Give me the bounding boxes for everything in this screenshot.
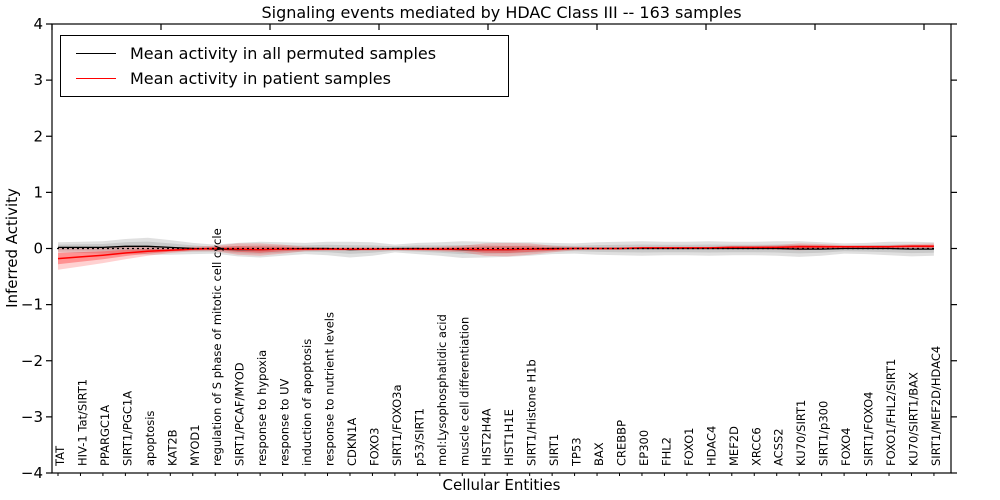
x-category-label: SIRT1/FOXO3a — [390, 384, 404, 466]
x-category-label: CREBBP — [615, 420, 629, 466]
x-category-label: KU70/SIRT1 — [794, 400, 808, 466]
x-category-label: FOXO1/FHL2/SIRT1 — [884, 359, 898, 466]
y-tick-label: −2 — [21, 352, 43, 370]
permuted-band-inner — [58, 241, 934, 255]
x-category-label: mol:Lysophosphatidic acid — [435, 314, 449, 466]
x-category-label: SIRT1/PCAF/MYOD — [233, 362, 247, 466]
y-tick-label: −1 — [21, 296, 43, 314]
legend-line-permuted-icon — [76, 53, 116, 54]
x-category-label: HIV-1 Tat/SIRT1 — [76, 379, 90, 466]
y-tick-label: 0 — [33, 240, 43, 258]
x-category-label: SIRT1/PGC1A — [120, 391, 134, 466]
y-tick-label: 4 — [33, 15, 43, 33]
legend-item-permuted: Mean activity in all permuted samples — [76, 44, 508, 63]
y-tick-label: −4 — [21, 464, 43, 482]
x-category-label: induction of apoptosis — [300, 339, 314, 466]
x-category-label: TAT — [53, 445, 67, 467]
x-category-label: XRCC6 — [749, 427, 763, 466]
legend: Mean activity in all permuted samples Me… — [60, 35, 509, 97]
x-category-label: FOXO3 — [367, 428, 381, 466]
legend-label-permuted: Mean activity in all permuted samples — [130, 44, 437, 63]
y-tick-label: 2 — [33, 127, 43, 145]
x-category-label: SIRT1/p300 — [817, 401, 831, 466]
x-category-label: FOXO1 — [682, 428, 696, 466]
permuted-band-outer — [58, 237, 934, 258]
x-category-label: HIST2H4A — [480, 408, 494, 466]
x-category-label: SIRT1/FOXO4 — [862, 391, 876, 466]
x-category-label: CDKN1A — [345, 418, 359, 466]
x-category-label: MEF2D — [727, 426, 741, 466]
x-category-label: HDAC4 — [704, 426, 718, 466]
x-category-label: SIRT1/MEF2D/HDAC4 — [929, 346, 943, 466]
x-category-label: MYOD1 — [188, 424, 202, 466]
x-category-label: BAX — [592, 442, 606, 466]
x-category-label: SIRT1 — [547, 434, 561, 466]
x-category-label: PPARGC1A — [98, 405, 112, 466]
x-category-label: p53/SIRT1 — [412, 408, 426, 466]
y-axis-label: Inferred Activity — [3, 188, 21, 308]
x-axis-label: Cellular Entities — [442, 476, 561, 494]
x-category-label: HIST1H1E — [502, 409, 516, 466]
x-category-label: response to UV — [278, 378, 292, 466]
x-category-label: TP53 — [570, 437, 584, 467]
y-tick-label: −3 — [21, 408, 43, 426]
chart-title: Signaling events mediated by HDAC Class … — [261, 3, 742, 22]
y-tick-label: 3 — [33, 71, 43, 89]
x-category-label: muscle cell differentiation — [457, 317, 471, 466]
legend-item-patient: Mean activity in patient samples — [76, 69, 508, 88]
x-category-label: SIRT1/Histone H1b — [525, 359, 539, 466]
x-category-label: KAT2B — [165, 429, 179, 466]
legend-line-patient-icon — [76, 78, 116, 79]
x-category-label: apoptosis — [143, 411, 157, 466]
y-tick-label: 1 — [33, 183, 43, 201]
legend-label-patient: Mean activity in patient samples — [130, 69, 391, 88]
x-category-label: FHL2 — [659, 437, 673, 466]
x-category-label: response to nutrient levels — [323, 312, 337, 466]
x-category-label: FOXO4 — [839, 428, 853, 466]
x-category-label: regulation of S phase of mitotic cell cy… — [210, 228, 224, 466]
x-category-label: response to hypoxia — [255, 350, 269, 466]
x-category-label: EP300 — [637, 430, 651, 466]
x-category-label: ACSS2 — [772, 428, 786, 466]
x-category-label: KU70/SIRT1/BAX — [907, 372, 921, 466]
